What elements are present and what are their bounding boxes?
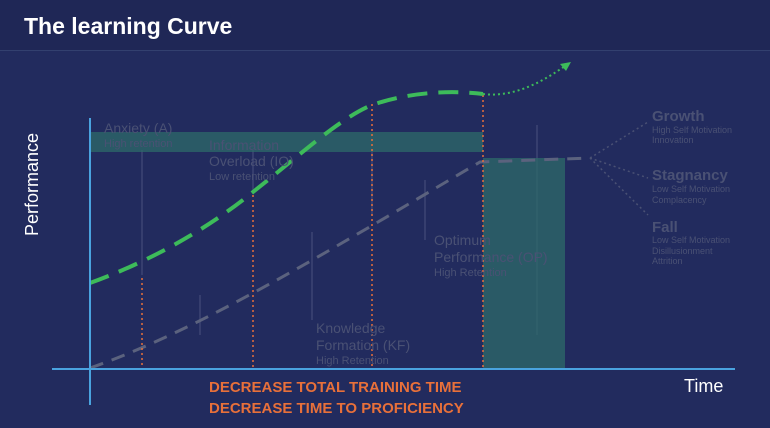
outcome-note: High Self Motivation bbox=[652, 125, 732, 135]
anxiety-band bbox=[90, 132, 483, 152]
stage-note: High Retention bbox=[434, 267, 507, 279]
stage-label: Formation (KF) bbox=[316, 337, 410, 353]
baseline-curve bbox=[89, 156, 591, 370]
stage-markers bbox=[141, 95, 484, 369]
learning-curve bbox=[89, 90, 484, 285]
stage-label: Information bbox=[209, 137, 279, 153]
title: The learning Curve bbox=[24, 13, 232, 39]
outcome-note: Low Self Motivation bbox=[652, 235, 730, 245]
stage-label: Anxiety (A) bbox=[104, 120, 172, 136]
arrow-head bbox=[560, 62, 571, 71]
outcome-title: Stagnancy bbox=[652, 167, 729, 184]
y-axis-label: Performance bbox=[22, 133, 42, 236]
outcome-branches bbox=[589, 121, 649, 216]
title-bar bbox=[0, 0, 770, 50]
background-bars bbox=[141, 125, 538, 335]
optimum-zone bbox=[483, 158, 565, 369]
outcome-note: Disillusionment bbox=[652, 246, 713, 256]
outcome-title: Growth bbox=[652, 108, 705, 125]
footer-line: DECREASE TIME TO PROFICIENCY bbox=[209, 400, 464, 417]
footer-line: DECREASE TOTAL TRAINING TIME bbox=[209, 379, 462, 396]
outcome-note: Complacency bbox=[652, 195, 707, 205]
outcome-note: Low Self Motivation bbox=[652, 184, 730, 194]
outcome-title: Fall bbox=[652, 219, 678, 236]
stage-label: Overload (IO) bbox=[209, 153, 294, 169]
learning-curve-extension bbox=[482, 65, 566, 96]
stage-label: Optimum bbox=[434, 232, 491, 248]
outcome-note: Attrition bbox=[652, 256, 683, 266]
stage-note: High retention bbox=[104, 138, 173, 150]
stage-note: Low retention bbox=[209, 171, 275, 183]
stage-note: High Retention bbox=[316, 355, 389, 367]
stage-label: Knowledge bbox=[316, 320, 385, 336]
outcome-note: Innovation bbox=[652, 135, 694, 145]
stage-label: Performance (OP) bbox=[434, 249, 548, 265]
x-axis-label: Time bbox=[684, 376, 723, 396]
